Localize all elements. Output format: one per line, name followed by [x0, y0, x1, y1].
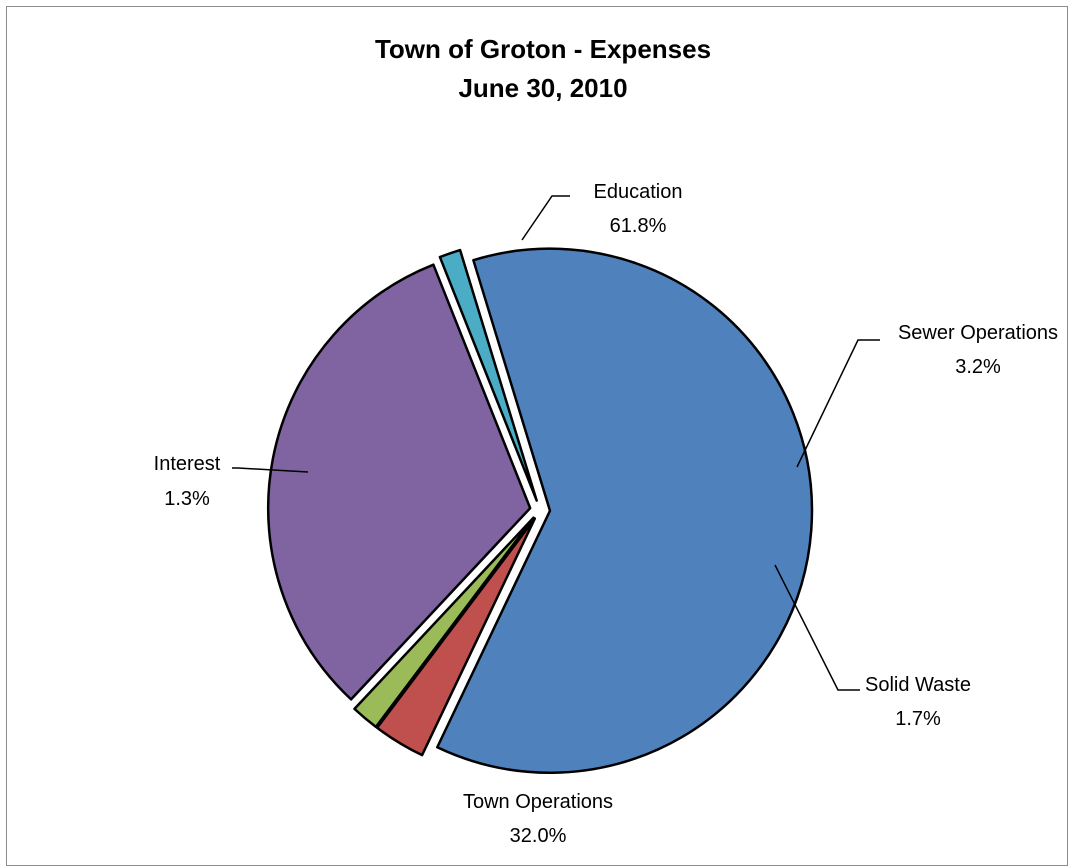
leader-line-education [521, 195, 570, 241]
data-label-category: Town Operations [463, 791, 613, 813]
leader-line-interest [232, 467, 309, 473]
data-label-percent: 61.8% [610, 215, 667, 237]
data-label-percent: 3.2% [955, 356, 1001, 378]
pie-chart: Town of Groton - Expenses June 30, 2010 … [154, 34, 1058, 846]
chart-title: Town of Groton - Expenses [375, 34, 711, 64]
data-label-category: Interest [154, 453, 221, 475]
data-label-percent: 1.7% [895, 708, 941, 730]
pie-slice-solid-waste [353, 516, 535, 729]
data-label-percent: 32.0% [510, 825, 567, 846]
data-label-category: Solid Waste [865, 674, 971, 696]
data-label-category: Education [594, 181, 683, 203]
data-label-category: Sewer Operations [898, 322, 1058, 344]
chart-subtitle: June 30, 2010 [458, 73, 627, 103]
data-label-percent: 1.3% [164, 488, 210, 510]
pie-slice-sewer-operations [375, 517, 537, 757]
leader-line-solid-waste [774, 564, 860, 691]
pie-slice-town-operations [266, 263, 532, 701]
pie-slice-education [436, 247, 814, 774]
pie-slice-interest [438, 248, 538, 502]
leader-line-sewer-operations [796, 339, 880, 468]
